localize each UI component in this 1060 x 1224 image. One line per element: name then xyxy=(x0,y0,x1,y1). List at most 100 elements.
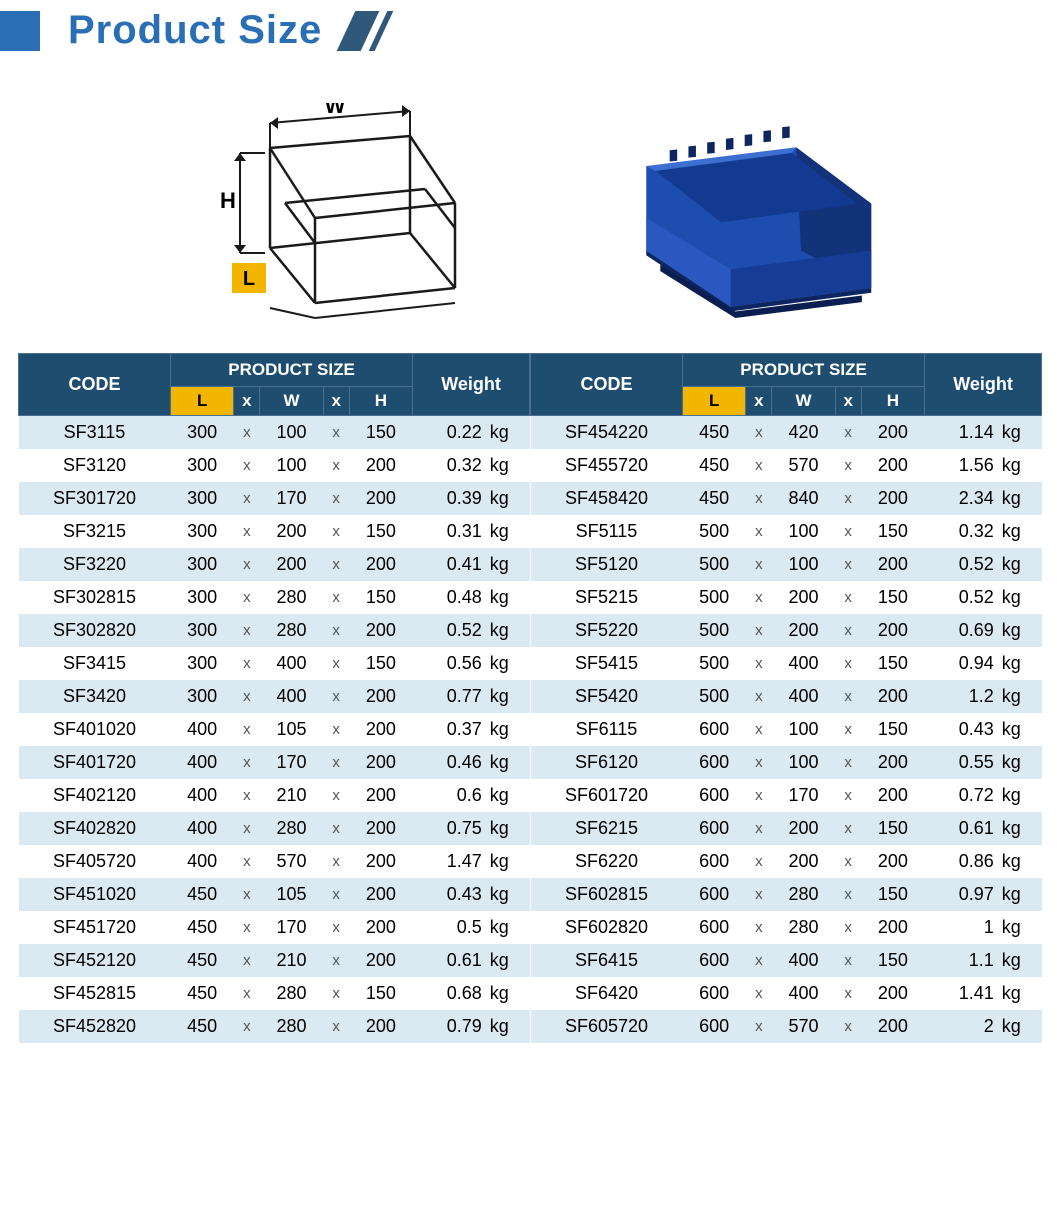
cell-h: 200 xyxy=(349,680,412,713)
cell-h: 150 xyxy=(349,977,412,1010)
col-weight: Weight xyxy=(413,354,530,416)
cell-x: x xyxy=(835,548,861,581)
cell-l: 300 xyxy=(170,581,233,614)
cell-l: 300 xyxy=(170,614,233,647)
cell-code: SF6420 xyxy=(531,977,683,1010)
cell-w: 280 xyxy=(772,911,835,944)
tables-row: CODE PRODUCT SIZE Weight L x W x H SF311… xyxy=(0,353,1060,1043)
cell-weight: 1 xyxy=(925,911,1000,944)
cell-weight: 0.5 xyxy=(413,911,488,944)
cell-l: 600 xyxy=(682,878,745,911)
cell-x: x xyxy=(234,515,260,548)
cell-code: SF605720 xyxy=(531,1010,683,1043)
cell-l: 450 xyxy=(170,878,233,911)
table-row: SF3115300x100x1500.22kg xyxy=(19,416,530,450)
page-title: Product Size xyxy=(40,8,350,53)
cell-weight: 0.56 xyxy=(413,647,488,680)
cell-x: x xyxy=(835,977,861,1010)
table-row: SF402120400x210x2000.6kg xyxy=(19,779,530,812)
cell-x: x xyxy=(835,812,861,845)
cell-unit: kg xyxy=(488,581,530,614)
cell-x: x xyxy=(323,977,349,1010)
cell-x: x xyxy=(234,779,260,812)
cell-unit: kg xyxy=(1000,746,1042,779)
cell-w: 400 xyxy=(772,680,835,713)
cell-weight: 1.14 xyxy=(925,416,1000,450)
cell-weight: 0.86 xyxy=(925,845,1000,878)
subcol-h: H xyxy=(349,387,412,416)
cell-x: x xyxy=(835,1010,861,1043)
cell-l: 500 xyxy=(682,614,745,647)
cell-w: 170 xyxy=(260,482,323,515)
cell-unit: kg xyxy=(1000,1010,1042,1043)
cell-x: x xyxy=(323,416,349,450)
cell-h: 200 xyxy=(349,1010,412,1043)
cell-h: 200 xyxy=(349,449,412,482)
cell-code: SF3215 xyxy=(19,515,171,548)
cell-unit: kg xyxy=(488,449,530,482)
cell-h: 150 xyxy=(349,581,412,614)
cell-code: SF401020 xyxy=(19,713,171,746)
cell-x: x xyxy=(835,680,861,713)
table-row: SF3215300x200x1500.31kg xyxy=(19,515,530,548)
cell-w: 280 xyxy=(772,878,835,911)
cell-weight: 0.52 xyxy=(925,581,1000,614)
table-row: SF302820300x280x2000.52kg xyxy=(19,614,530,647)
cell-code: SF6215 xyxy=(531,812,683,845)
cell-l: 400 xyxy=(170,746,233,779)
table-row: SF3415300x400x1500.56kg xyxy=(19,647,530,680)
cell-unit: kg xyxy=(1000,647,1042,680)
cell-unit: kg xyxy=(488,779,530,812)
cell-w: 280 xyxy=(260,614,323,647)
cell-w: 280 xyxy=(260,1010,323,1043)
cell-h: 150 xyxy=(349,647,412,680)
cell-x: x xyxy=(323,680,349,713)
table-row: SF6415600x400x1501.1kg xyxy=(531,944,1042,977)
table-row: SF405720400x570x2001.47kg xyxy=(19,845,530,878)
cell-h: 200 xyxy=(349,845,412,878)
product-photo xyxy=(590,103,890,323)
table-head: CODE PRODUCT SIZE Weight L x W x H xyxy=(19,354,530,416)
cell-x: x xyxy=(835,416,861,450)
col-code: CODE xyxy=(531,354,683,416)
cell-weight: 0.52 xyxy=(925,548,1000,581)
cell-weight: 0.43 xyxy=(413,878,488,911)
cell-weight: 0.43 xyxy=(925,713,1000,746)
cell-unit: kg xyxy=(488,416,530,450)
cell-weight: 2.34 xyxy=(925,482,1000,515)
cell-w: 570 xyxy=(772,449,835,482)
cell-unit: kg xyxy=(488,614,530,647)
cell-code: SF3115 xyxy=(19,416,171,450)
cell-l: 600 xyxy=(682,911,745,944)
cell-weight: 1.47 xyxy=(413,845,488,878)
cell-x: x xyxy=(323,614,349,647)
table-row: SF5220500x200x2000.69kg xyxy=(531,614,1042,647)
cell-x: x xyxy=(746,548,772,581)
subcol-l: L xyxy=(170,387,233,416)
cell-weight: 0.68 xyxy=(413,977,488,1010)
cell-weight: 0.75 xyxy=(413,812,488,845)
cell-x: x xyxy=(746,878,772,911)
cell-w: 400 xyxy=(772,647,835,680)
cell-w: 280 xyxy=(260,977,323,1010)
table-row: SF452820450x280x2000.79kg xyxy=(19,1010,530,1043)
cell-unit: kg xyxy=(1000,911,1042,944)
cell-unit: kg xyxy=(1000,845,1042,878)
cell-l: 450 xyxy=(170,911,233,944)
table-row: SF452815450x280x1500.68kg xyxy=(19,977,530,1010)
size-table-left: CODE PRODUCT SIZE Weight L x W x H SF311… xyxy=(18,353,530,1043)
cell-x: x xyxy=(234,944,260,977)
cell-l: 600 xyxy=(682,977,745,1010)
cell-l: 600 xyxy=(682,944,745,977)
cell-weight: 0.41 xyxy=(413,548,488,581)
cell-code: SF3120 xyxy=(19,449,171,482)
cell-x: x xyxy=(835,515,861,548)
cell-code: SF6115 xyxy=(531,713,683,746)
cell-x: x xyxy=(835,878,861,911)
cell-x: x xyxy=(835,911,861,944)
cell-code: SF401720 xyxy=(19,746,171,779)
cell-w: 280 xyxy=(260,812,323,845)
cell-h: 150 xyxy=(861,713,924,746)
table-row: SF5420500x400x2001.2kg xyxy=(531,680,1042,713)
table-row: SF401720400x170x2000.46kg xyxy=(19,746,530,779)
